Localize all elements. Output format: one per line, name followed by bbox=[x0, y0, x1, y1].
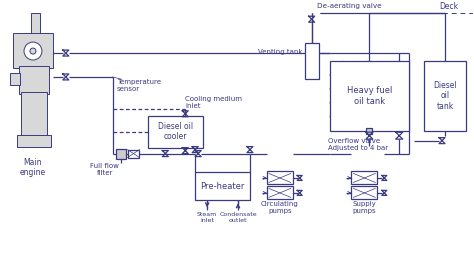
Text: Temperature
sensor: Temperature sensor bbox=[117, 79, 161, 92]
Text: Steam
inlet: Steam inlet bbox=[197, 212, 217, 223]
Text: Pre-heater: Pre-heater bbox=[201, 182, 245, 191]
Bar bbox=[195, 173, 250, 200]
Circle shape bbox=[30, 48, 36, 54]
Text: Full flow
filter: Full flow filter bbox=[90, 162, 119, 176]
Text: De-aerating valve: De-aerating valve bbox=[317, 3, 381, 9]
Bar bbox=[17, 135, 51, 147]
Circle shape bbox=[24, 42, 42, 60]
Bar bbox=[116, 149, 126, 159]
Text: Main
engine: Main engine bbox=[20, 158, 46, 177]
Text: Diesel
oil
tank: Diesel oil tank bbox=[433, 81, 457, 111]
Bar bbox=[424, 61, 466, 131]
Text: Circulating
pumps: Circulating pumps bbox=[261, 201, 299, 214]
Bar bbox=[128, 150, 139, 158]
Text: Cooling medium
inlet: Cooling medium inlet bbox=[185, 96, 242, 109]
Bar bbox=[13, 33, 53, 68]
Bar bbox=[10, 73, 20, 85]
Text: Condensate
outlet: Condensate outlet bbox=[219, 212, 257, 223]
Bar bbox=[267, 172, 293, 184]
Bar bbox=[19, 66, 49, 94]
Bar bbox=[329, 61, 409, 131]
Text: Heavy fuel
oil tank: Heavy fuel oil tank bbox=[346, 86, 392, 105]
Bar bbox=[351, 186, 377, 199]
Bar bbox=[366, 128, 373, 134]
Text: Deck: Deck bbox=[439, 2, 458, 11]
Bar bbox=[351, 172, 377, 184]
Bar bbox=[21, 92, 47, 137]
Text: Supply
pumps: Supply pumps bbox=[353, 201, 376, 214]
Bar bbox=[305, 43, 319, 79]
Text: Diesel oil
cooler: Diesel oil cooler bbox=[158, 122, 193, 141]
Bar bbox=[148, 116, 203, 148]
Text: Venting tank: Venting tank bbox=[258, 49, 303, 55]
Bar bbox=[267, 186, 293, 199]
Text: Overflow valve
Adjusted to 4 bar: Overflow valve Adjusted to 4 bar bbox=[328, 138, 388, 151]
Bar bbox=[31, 13, 40, 35]
